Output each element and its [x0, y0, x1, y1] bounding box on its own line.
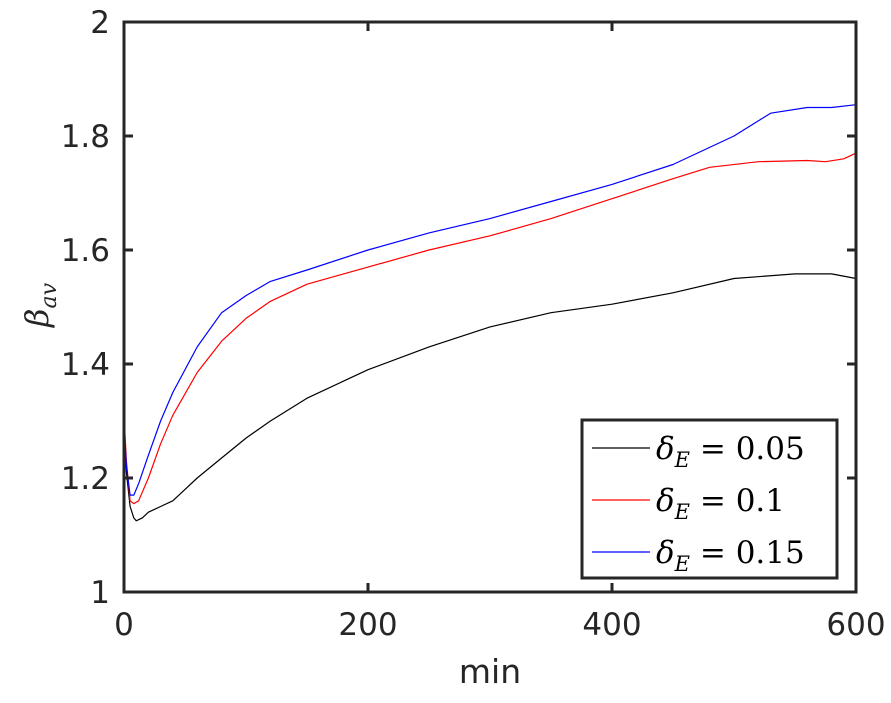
series-line-1	[123, 152, 857, 505]
x-tick-label-1: 200	[338, 607, 397, 643]
y-tick-label-2: 1.4	[61, 347, 110, 383]
series-layer	[123, 104, 857, 522]
legend-label-2: δE = 0.15	[656, 535, 805, 576]
legend-label-1: δE = 0.1	[656, 483, 785, 524]
y-tick-label-0: 1	[90, 575, 110, 611]
legend: δE = 0.05 δE = 0.1 δE = 0.15	[580, 418, 839, 580]
y-tick-label-3: 1.6	[61, 233, 110, 269]
series-line-0	[123, 273, 857, 522]
legend-label-0: δE = 0.05	[656, 431, 805, 472]
x-tick-label-0: 0	[114, 607, 134, 643]
plot-frame	[122, 20, 858, 594]
y-tick-label-5: 2	[90, 5, 110, 41]
x-tick-label-2: 400	[582, 607, 641, 643]
y-axis-label-symbol: β	[18, 309, 56, 329]
y-axis-label: βav	[18, 282, 62, 328]
series-line-2	[123, 104, 857, 496]
x-tick-label-3: 600	[826, 607, 885, 643]
ticks-layer: 0 200 400 600 1 1.2 1.4 1.6 1.8 2	[61, 5, 886, 643]
legend-entries: δE = 0.05 δE = 0.1 δE = 0.15	[592, 431, 805, 576]
y-axis-label-subscript: av	[37, 282, 62, 308]
svg-text:βav: βav	[18, 282, 62, 328]
y-tick-label-1: 1.2	[61, 461, 110, 497]
y-tick-label-4: 1.8	[61, 119, 110, 155]
x-axis-label: min	[459, 652, 521, 691]
